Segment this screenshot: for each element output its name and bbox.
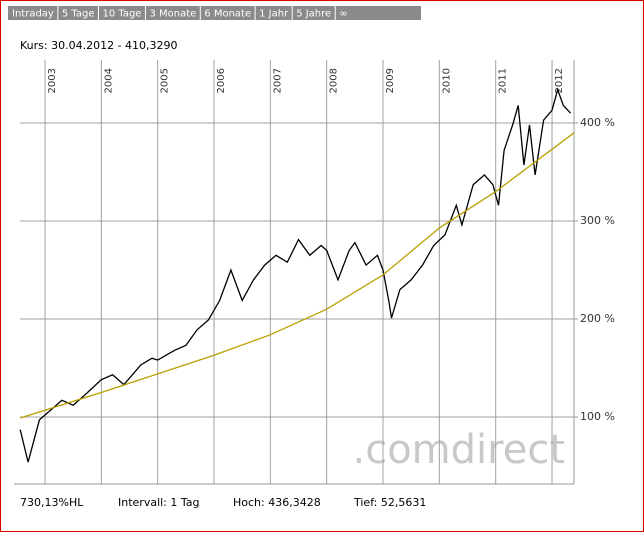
x-tick-label: 2010 [441,68,452,93]
tab-strip [8,6,421,20]
x-tick-label: 2009 [385,68,396,93]
y-tick-label: 200 % [580,312,615,325]
footer-stat: Hoch: 436,3428 [233,496,321,509]
series-line [20,132,575,419]
x-tick-label: 2007 [272,68,283,93]
tab-bar: Intraday 5 Tage 10 Tage 3 Monate 6 Monate 1 J… [8,6,421,20]
footer-stat: Tief: 52,5631 [353,496,426,509]
x-tick-label: 2005 [160,68,171,93]
footer-stat: 730,13%HL [20,496,84,509]
y-tick-label: 400 % [580,116,615,129]
watermark: .comdirect [353,427,566,473]
series-line [19,87,572,463]
chart-title: Kurs: 30.04.2012 - 410,3290 [20,39,178,52]
tab[interactable]: 3 Monate [149,9,196,20]
tab[interactable]: 1 Jahr [259,9,289,20]
tab[interactable]: 5 Jahre [296,9,331,20]
tab[interactable]: 10 Tage [102,9,141,20]
y-tick-label: 100 % [580,410,615,423]
tab[interactable]: ∞ [339,9,347,20]
y-tick-label: 300 % [580,214,615,227]
tab[interactable]: 5 Tage [62,9,95,20]
tab[interactable]: 6 Monate [204,9,251,20]
x-tick-label: 2003 [47,68,58,93]
x-tick-label: 2011 [498,68,509,93]
x-tick-label: 2004 [103,68,114,93]
tab[interactable]: Intraday [12,9,54,20]
x-tick-label: 2012 [554,68,565,93]
x-tick-label: 2008 [329,68,340,93]
x-tick-label: 2006 [216,68,227,93]
footer-stat: Intervall: 1 Tag [118,496,200,509]
